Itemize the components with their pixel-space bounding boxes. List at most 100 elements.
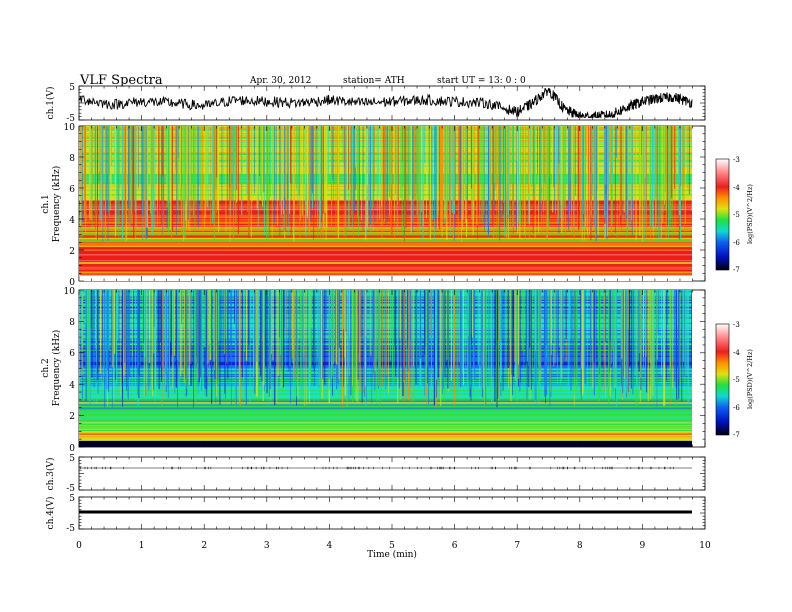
spec1-vstreak xyxy=(681,126,682,194)
spec1-vstreak xyxy=(658,126,660,242)
spec1-vstreak xyxy=(270,126,272,180)
spec2-vstreak xyxy=(477,290,479,366)
spec2-vstreak xyxy=(111,290,113,362)
spec2-vstreak xyxy=(263,290,264,359)
spec2-vstreak xyxy=(683,290,685,376)
spec2-vstreak xyxy=(201,290,203,380)
spec1-vstreak xyxy=(352,126,354,163)
spec1-vstreak xyxy=(325,126,327,240)
spec1-vstreak xyxy=(619,126,620,233)
spec2-vstreak xyxy=(616,290,618,408)
colorbar-ch1: -3 -4 -5 -6 -7 log(PSD)(V^2/Hz) xyxy=(715,156,754,274)
spec1-vstreak xyxy=(564,126,566,209)
spec2-vstreak xyxy=(138,290,140,376)
spec1-vstreak xyxy=(286,126,288,229)
spec2-vstreak xyxy=(502,290,504,391)
spec1-vstreak xyxy=(595,126,597,241)
spec1-hline xyxy=(79,231,692,233)
spec2-vstreak xyxy=(89,290,91,405)
spec1-vstreak xyxy=(357,126,359,219)
spec2-vstreak xyxy=(598,290,600,398)
spec2-vstreak xyxy=(439,290,440,392)
spec2-vstreak xyxy=(630,290,632,389)
spec1-vstreak xyxy=(83,126,85,218)
spec1-vstreak xyxy=(319,126,321,219)
spec2-vstreak xyxy=(664,290,666,365)
spec1-vstreak xyxy=(587,126,588,235)
spec2-vstreak xyxy=(318,290,319,402)
spec1-hline xyxy=(79,240,692,241)
spec1-vstreak xyxy=(643,126,645,242)
spec1-vstreak xyxy=(436,126,438,174)
spec1-vstreak xyxy=(342,126,344,163)
spec2-vstreak xyxy=(357,290,359,380)
spec1-vstreak xyxy=(557,126,559,225)
spec1-vstreak xyxy=(189,126,191,234)
spec2-vstreak xyxy=(290,290,291,403)
spec1-vstreak xyxy=(137,126,139,190)
spec2-vstreak xyxy=(469,290,471,397)
spec1-vstreak xyxy=(652,126,654,228)
spec1-vstreak xyxy=(543,126,545,183)
spec2-vstreak xyxy=(653,290,655,392)
ch1-waveform-line xyxy=(78,88,693,119)
spec2-vstreak xyxy=(205,290,206,372)
spec1-vstreak xyxy=(465,126,466,223)
spec2-vstreak xyxy=(163,290,164,398)
spec2-hline xyxy=(79,424,692,426)
spec2-hline xyxy=(79,413,692,415)
spec2-vstreak xyxy=(255,290,257,370)
spec2-vstreak xyxy=(678,290,680,378)
spec2-vstreak xyxy=(661,290,662,375)
spec2-vstreak xyxy=(249,290,251,402)
spec1-hline xyxy=(79,230,692,233)
spec1-vstreak xyxy=(511,126,513,164)
spec2-vstreak xyxy=(528,290,529,367)
spec2-vstreak xyxy=(244,290,245,352)
spec1-vstreak xyxy=(223,126,224,179)
ch4-ylabel: ch.4(V) xyxy=(45,497,56,530)
spec1-vstreak xyxy=(685,126,686,224)
spec2-vstreak xyxy=(125,290,127,369)
spec2-vstreak xyxy=(292,290,294,351)
spec1-vstreak xyxy=(186,126,188,206)
spec2-vstreak xyxy=(590,290,592,339)
spec2-vstreak xyxy=(147,290,149,379)
spec2-vstreak xyxy=(350,290,352,396)
spec2-vstreak xyxy=(382,290,383,387)
spec1-vstreak xyxy=(193,126,195,195)
spec1-vstreak xyxy=(352,126,353,228)
spec2-vstreak xyxy=(507,290,509,368)
spec2-vstreak xyxy=(113,290,115,403)
spec1-vstreak xyxy=(271,126,273,238)
spec2-vstreak xyxy=(91,290,93,378)
spec2-vstreak xyxy=(394,290,395,390)
spec1-vstreak xyxy=(168,126,170,233)
spec2-vstreak xyxy=(332,290,334,400)
spec2-vstreak xyxy=(614,290,616,385)
spec2-vstreak xyxy=(609,290,611,341)
spec2-vstreak xyxy=(556,290,558,360)
spec1-vstreak xyxy=(157,126,158,226)
spec1-vstreak xyxy=(398,126,400,206)
spec2-vstreak xyxy=(314,290,316,363)
spec1-vstreak xyxy=(273,126,275,223)
spec2-vstreak xyxy=(248,290,250,346)
spec1-vstreak xyxy=(595,126,597,238)
spec2-vstreak xyxy=(217,290,219,384)
spec1-vstreak xyxy=(381,126,383,238)
spec1-vstreak xyxy=(486,126,487,234)
spec2-vstreak xyxy=(206,290,208,377)
spec1-hline xyxy=(79,274,692,276)
spec1-vstreak xyxy=(350,126,353,217)
spec2-hline xyxy=(79,402,692,404)
spec1-vstreak xyxy=(197,126,199,225)
spec2-vstreak xyxy=(266,290,268,394)
spec2-vstreak xyxy=(669,290,671,372)
spec1-vstreak xyxy=(89,126,91,223)
spec1-vstreak xyxy=(466,126,467,202)
spec2-vstreak xyxy=(364,290,366,386)
spec2-vstreak xyxy=(369,290,371,354)
spec2-vstreak xyxy=(437,290,439,378)
spec2-vstreak xyxy=(164,290,166,392)
